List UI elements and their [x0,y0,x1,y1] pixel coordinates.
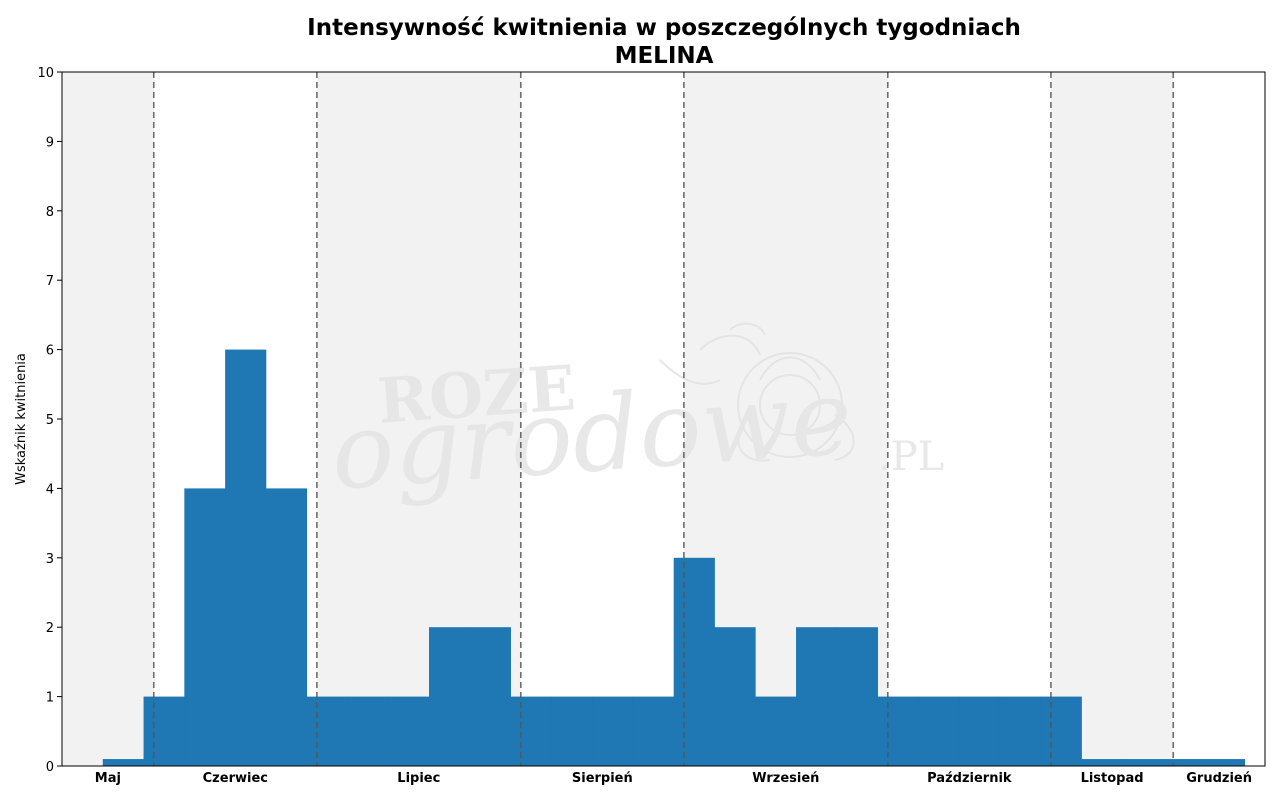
bar [1040,696,1082,766]
y-tick-label: 0 [46,760,54,775]
month-label: Październik [927,771,1012,786]
month-shading [62,72,1174,766]
bar [1122,759,1164,766]
month-label: Grudzień [1186,771,1252,786]
bar [225,349,267,766]
bar [673,557,715,766]
bar [1203,759,1246,766]
y-axis-label: Wskaźnik kwitnienia [14,353,29,485]
bar [755,696,797,766]
bar [265,488,308,766]
bar [999,696,1042,766]
bar [1163,759,1205,766]
bar [306,696,348,766]
bar [102,759,144,766]
month-label: Lipiec [397,771,440,786]
month-label: Listopad [1081,771,1144,786]
bars [102,349,1246,766]
bar [632,696,675,766]
bar [184,488,226,766]
month-label: Maj [95,771,121,786]
month-dividers [152,72,1175,766]
bar [918,696,960,766]
month-label: Wrzesień [752,771,819,786]
chart-subtitle: MELINA [615,43,714,69]
y-tick-label: 10 [37,66,54,81]
rose-outline-icon [659,322,855,462]
bar [551,696,593,766]
month-label: Sierpień [572,771,633,786]
y-tick-label: 4 [46,482,54,497]
bar [877,696,919,766]
y-tick-label: 8 [46,205,54,220]
bar [959,696,1001,766]
y-axis: 0 1 2 3 4 5 6 7 8 9 10 [37,66,62,775]
y-tick-label: 9 [46,135,54,150]
y-tick-label: 6 [46,344,54,359]
y-tick-label: 2 [46,621,54,636]
y-tick-label: 3 [46,552,54,567]
y-tick-label: 1 [46,691,54,706]
y-tick-label: 7 [46,274,54,289]
bar [796,627,838,766]
chart-title: Intensywność kwitnienia w poszczególnych… [307,15,1021,41]
watermark-text-pl: .PL [878,434,944,480]
bar [143,696,185,766]
x-axis-month-labels: Maj Czerwiec Lipiec Sierpień Wrzesień Paździe… [95,771,1252,786]
bar [347,696,389,766]
month-shade [1050,72,1174,766]
bar [510,696,552,766]
bar [1081,759,1123,766]
bar [429,627,471,766]
y-tick-label: 5 [46,413,54,428]
bar [714,627,756,766]
watermark-text-roze: ROZE [375,351,578,438]
bar [388,696,430,766]
month-shade [62,72,154,766]
bar [836,627,878,766]
month-label: Czerwiec [203,771,268,786]
bar [469,627,511,766]
bar [592,696,634,766]
